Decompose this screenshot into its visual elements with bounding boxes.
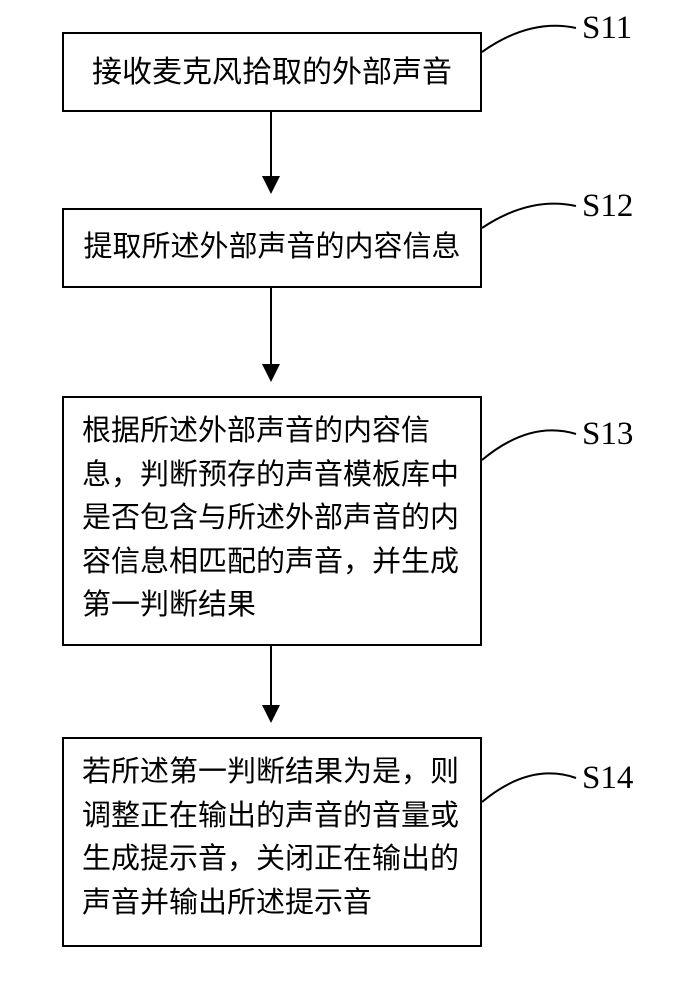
connector-path [482,773,576,802]
label-s11: S11 [582,10,632,47]
arrow-s11-s12 [270,112,272,192]
flowchart-node-s14: 若所述第一判断结果为是，则调整正在输出的声音的音量或生成提示音，关闭正在输出的声… [62,737,482,947]
flowchart-node-s11: 接收麦克风拾取的外部声音 [62,32,482,112]
label-s14: S14 [582,760,633,797]
node-text: 根据所述外部声音的内容信息，判断预存的声音模板库中是否包含与所述外部声音的内容信… [82,410,462,628]
flowchart-container: 接收麦克风拾取的外部声音 提取所述外部声音的内容信息 根据所述外部声音的内容信息… [0,0,699,1000]
label-s12: S12 [582,188,633,225]
flowchart-node-s13: 根据所述外部声音的内容信息，判断预存的声音模板库中是否包含与所述外部声音的内容信… [62,396,482,646]
connector-path [482,204,576,228]
arrow-s12-s13 [270,288,272,380]
arrow-s13-s14 [270,646,272,721]
connector-path [482,430,576,460]
label-s13: S13 [582,416,633,453]
flowchart-node-s12: 提取所述外部声音的内容信息 [62,208,482,288]
node-text: 接收麦克风拾取的外部声音 [92,50,452,95]
node-text: 若所述第一判断结果为是，则调整正在输出的声音的音量或生成提示音，关闭正在输出的声… [82,751,462,925]
node-text: 提取所述外部声音的内容信息 [83,226,460,270]
connector-path [482,26,576,52]
